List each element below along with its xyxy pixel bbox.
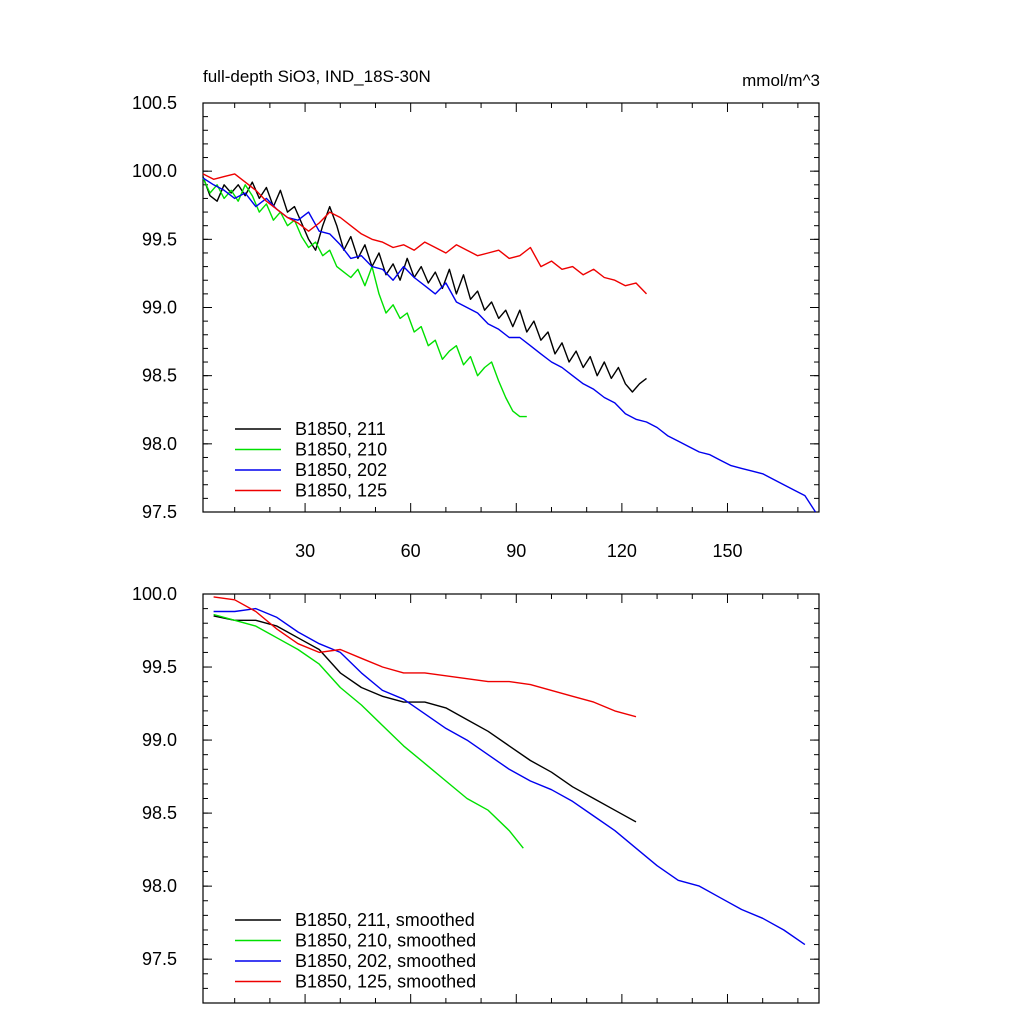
- y-tick-label: 99.0: [142, 298, 177, 318]
- series-line-3: [213, 596, 637, 718]
- y-tick-label: 100.0: [132, 161, 177, 181]
- y-tick-label: 97.5: [142, 949, 177, 969]
- y-tick-label: 98.5: [142, 366, 177, 386]
- y-axis-labels: 97.5 98.0 98.5 99.0 99.5 100.0: [132, 584, 177, 969]
- series-lines: [213, 596, 806, 946]
- y-tick-label: 99.0: [142, 730, 177, 750]
- x-tick-label: 120: [607, 541, 637, 561]
- chart-title: full-depth SiO3, IND_18S-30N: [203, 67, 431, 86]
- series-line-0: [202, 176, 647, 393]
- y-axis-labels: 97.5 98.0 98.5 99.0 99.5 100.0 100.5: [132, 93, 177, 522]
- series-line-3: [202, 173, 648, 295]
- axis-ticks: [203, 102, 819, 513]
- y-tick-label: 99.5: [142, 657, 177, 677]
- legend-label: B1850, 125, smoothed: [295, 972, 476, 992]
- x-tick-label: 90: [506, 541, 526, 561]
- axis-ticks: [203, 593, 819, 1004]
- legend-label: B1850, 202, smoothed: [295, 951, 476, 971]
- legend-label: B1850, 202: [295, 460, 387, 480]
- legend-label: B1850, 211, smoothed: [295, 910, 475, 930]
- series-line-2: [213, 607, 806, 946]
- legend-label: B1850, 125: [295, 481, 387, 501]
- y-tick-label: 100.5: [132, 93, 177, 113]
- x-tick-label: 150: [712, 541, 742, 561]
- y-tick-label: 98.0: [142, 876, 177, 896]
- series-line-1: [213, 613, 524, 849]
- series-line-1: [202, 177, 527, 418]
- units-label: mmol/m^3: [742, 71, 820, 90]
- x-tick-label: 30: [295, 541, 315, 561]
- series-line-0: [213, 615, 637, 823]
- y-tick-label: 98.0: [142, 434, 177, 454]
- legend-label: B1850, 210: [295, 440, 387, 460]
- series-lines: [202, 173, 817, 513]
- legend-label: B1850, 211: [295, 419, 386, 439]
- x-axis-labels: 30 60 90 120 150: [295, 541, 742, 561]
- x-tick-label: 60: [401, 541, 421, 561]
- y-tick-label: 100.0: [132, 584, 177, 604]
- panel-smoothed: 97.5 98.0 98.5 99.0 99.5 100.0 B1850, 211, sm…: [132, 584, 820, 1004]
- y-tick-label: 98.5: [142, 803, 177, 823]
- legend-label: B1850, 210, smoothed: [295, 931, 476, 951]
- panel-raw: full-depth SiO3, IND_18S-30N mmol/m^3 97…: [132, 67, 820, 561]
- series-line-2: [202, 177, 817, 513]
- y-tick-label: 97.5: [142, 502, 177, 522]
- y-tick-label: 99.5: [142, 229, 177, 249]
